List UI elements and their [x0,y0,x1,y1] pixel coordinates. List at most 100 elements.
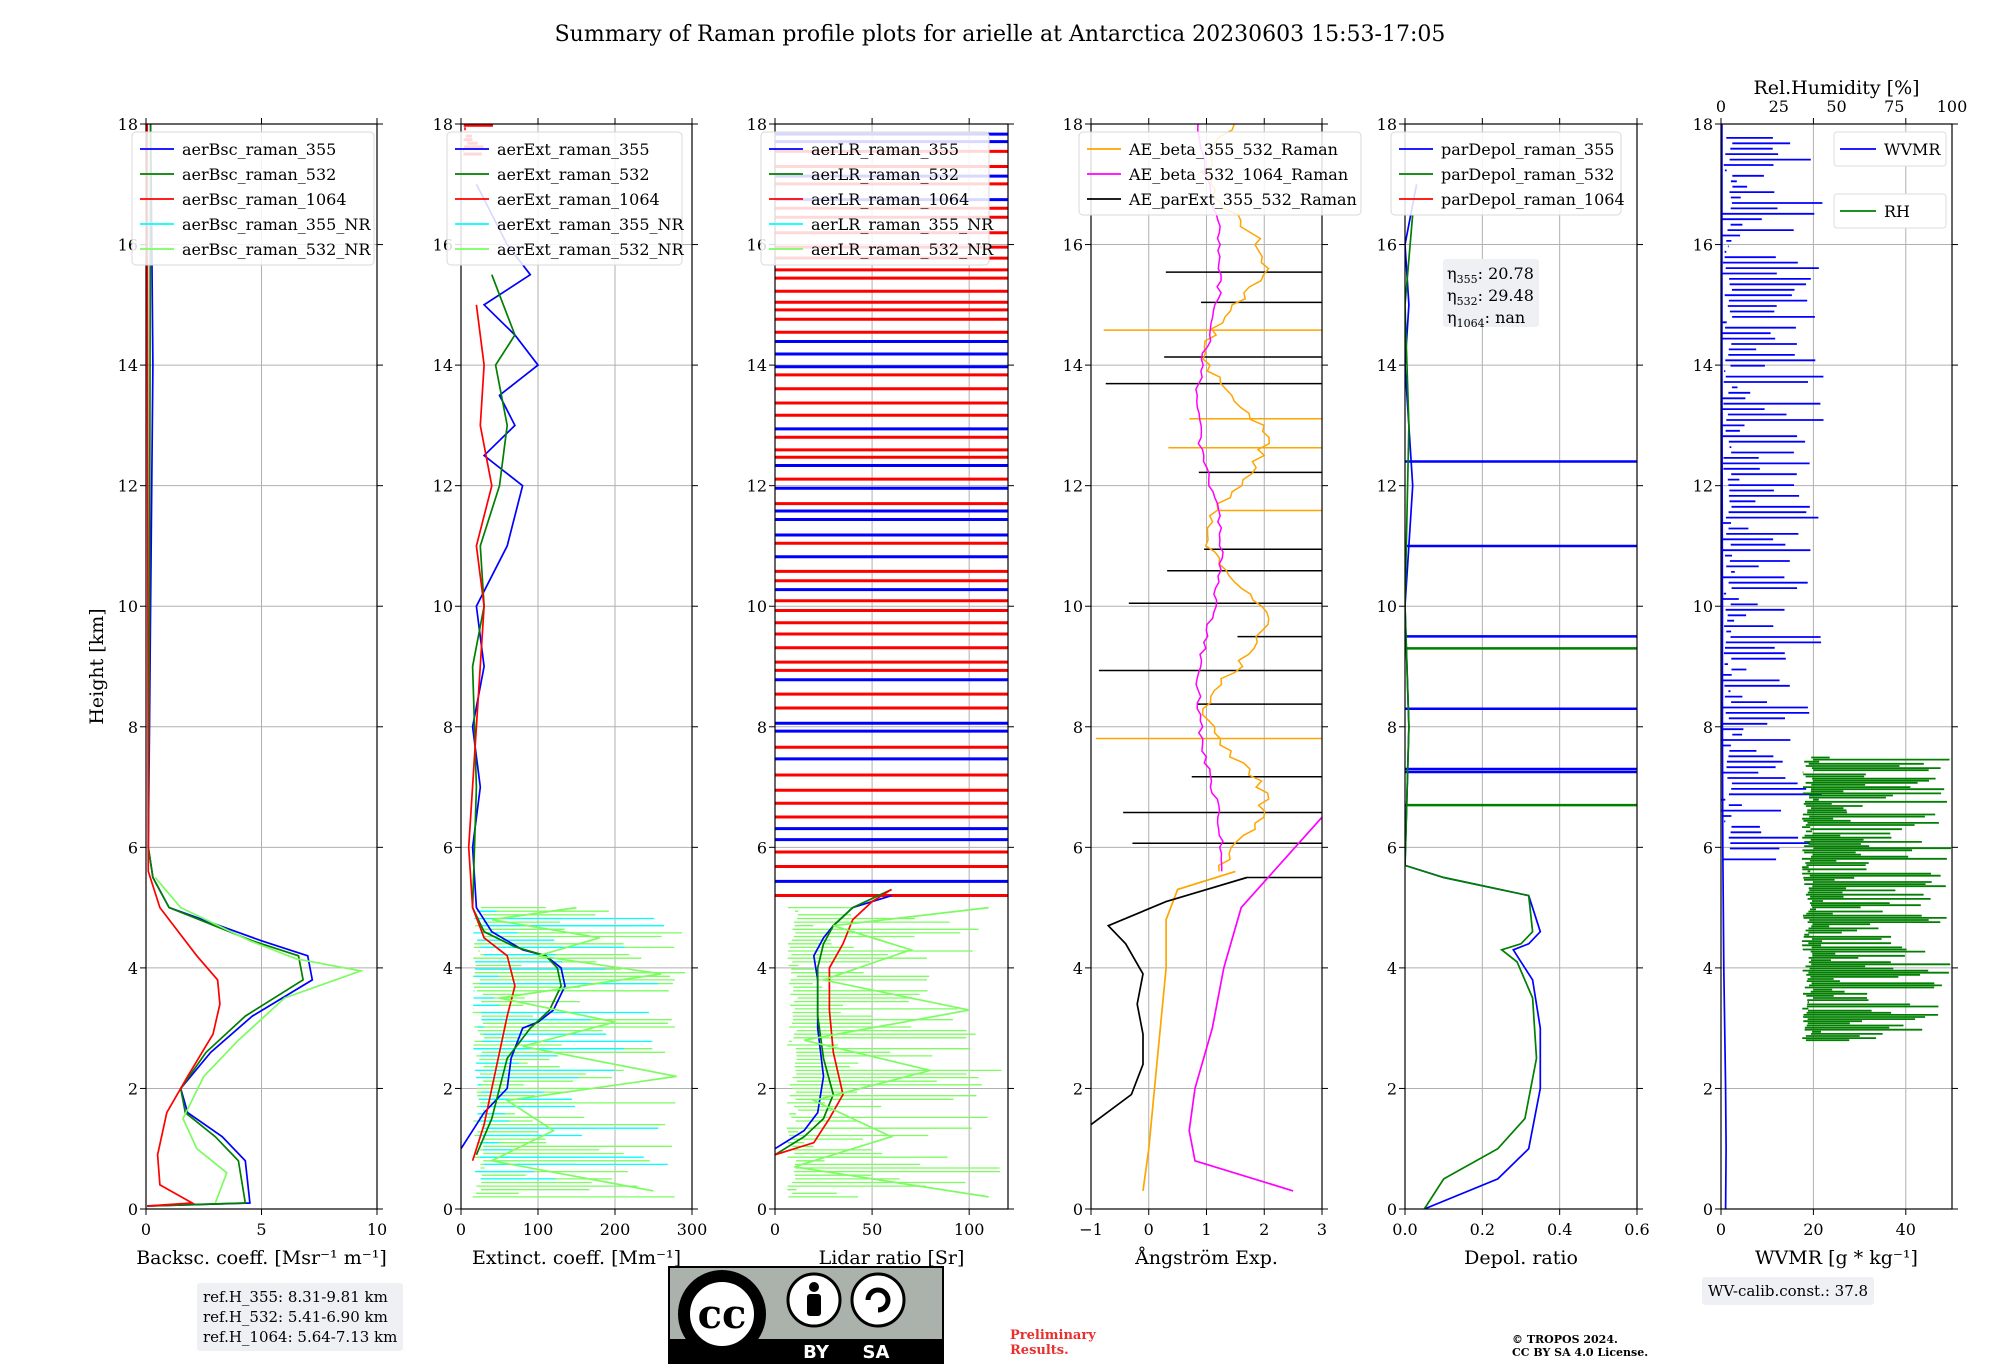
y-axis-label: Height [km] [86,608,108,724]
series-line-1 [147,124,305,1207]
legend-box-rh [1833,193,1947,229]
x-tick-label: 0 [456,1220,466,1239]
y-tick-label: 12 [433,477,453,496]
y-tick-label: 6 [757,838,767,857]
copyright-note: © TROPOS 2024. CC BY SA 4.0 License. [1512,1333,1648,1359]
y-tick-label: 18 [433,115,453,134]
plot-area [1091,124,1322,1192]
x-tick-label: 0.4 [1547,1220,1572,1239]
legend-label: aerLR_raman_355_NR [811,215,994,234]
x-axis-label: Backsc. coeff. [Msr⁻¹ m⁻¹] [136,1247,387,1269]
legend-box [760,131,990,266]
y-tick-label: 10 [1063,597,1083,616]
eta-value: : 29.48 [1478,286,1534,305]
copyright-line-2: CC BY SA 4.0 License. [1512,1346,1649,1359]
series-line-2 [146,124,221,1207]
eta-subscript: 355 [1457,273,1478,286]
y-tick-label: 4 [443,959,453,978]
y-tick-label: 12 [1693,477,1713,496]
noise-trace [472,906,686,1198]
y-tick-label: 6 [443,838,453,857]
y-tick-label: 6 [1387,838,1397,857]
y-tick-label: 14 [118,356,138,375]
x-tick-label: 20 [1803,1220,1823,1239]
eta-value: : nan [1485,308,1526,327]
x-tick-label: 0 [1716,1220,1726,1239]
panel-frame [1404,123,1638,1210]
legend-label: aerBsc_raman_532 [182,165,336,184]
legend-label: aerExt_raman_355 [497,140,650,159]
x-tick-label: −1 [1079,1220,1103,1239]
panel-frame [1720,123,1953,1210]
eta-annotation-box [1443,259,1539,327]
x-tick-label: 3 [1317,1220,1327,1239]
top-tick-label: 50 [1826,97,1846,116]
plot-area [1721,124,1951,1209]
x-tick-label: 300 [677,1220,708,1239]
legend-label: aerExt_raman_1064 [497,190,660,209]
x-tick-label: 0 [770,1220,780,1239]
y-tick-label: 10 [1693,597,1713,616]
legend-label: parDepol_raman_532 [1441,165,1614,184]
y-tick-label: 4 [128,959,138,978]
copyright-line-1: © TROPOS 2024. [1512,1333,1618,1346]
legend-label: aerExt_raman_532 [497,165,650,184]
x-tick-label: 1 [1201,1220,1211,1239]
x-tick-label: 50 [862,1220,882,1239]
y-tick-label: 2 [1703,1079,1713,1098]
x-tick-label: 0.6 [1624,1220,1649,1239]
plot-area [775,132,1008,1198]
y-tick-label: 6 [128,838,138,857]
x-axis-label: Extinct. coeff. [Mm⁻¹] [472,1247,681,1269]
legend-label: aerLR_raman_532 [811,165,959,184]
series-line-1 [1405,214,1538,1209]
y-tick-label: 14 [1693,356,1713,375]
panel-frame [774,123,1009,1210]
noise-trace [1801,756,1951,1042]
y-tick-label: 16 [1377,236,1397,255]
legend-label: aerLR_raman_355 [811,140,959,159]
series-line-1 [1188,816,1322,1192]
figure-title: Summary of Raman profile plots for ariel… [554,22,1446,47]
legend-box [131,131,375,266]
series-line-4 [794,906,989,1198]
y-tick-label: 16 [1063,236,1083,255]
y-tick-label: 10 [1377,597,1397,616]
x-tick-label: 5 [256,1220,266,1239]
y-tick-label: 10 [118,597,138,616]
series-line-1 [775,888,892,1156]
y-tick-label: 14 [1377,356,1397,375]
y-tick-label: 0 [1703,1200,1713,1219]
eta-annotation-row: η355: 20.78 [1447,264,1534,286]
reference-heights-box: ref.H_355: 8.31-9.81 km ref.H_532: 5.41-… [197,1283,404,1351]
y-tick-label: 2 [128,1079,138,1098]
y-tick-label: 6 [1703,838,1713,857]
ref-height-1064: ref.H_1064: 5.64-7.13 km [203,1328,398,1346]
x-tick-label: 100 [954,1220,985,1239]
eta-subscript: 532 [1457,295,1478,308]
y-tick-label: 18 [1377,115,1397,134]
cc-by-sa-logo: cc BY SA [668,1266,944,1364]
share-alike-arrow-icon [865,1287,891,1313]
y-tick-label: 8 [757,718,767,737]
series-line-2 [467,304,516,1162]
legend-label: AE_beta_532_1064_Raman [1128,165,1348,184]
series-line-4 [489,906,677,1192]
person-head-icon [809,1282,819,1292]
top-tick-label: 75 [1884,97,1904,116]
ref-height-355: ref.H_355: 8.31-9.81 km [203,1288,388,1306]
y-tick-label: 4 [1073,959,1083,978]
y-tick-label: 12 [1377,477,1397,496]
y-tick-label: 8 [1703,718,1713,737]
series-line-0 [461,183,566,1150]
badge-by-label: BY [803,1342,830,1363]
top-tick-label: 100 [1937,97,1968,116]
y-tick-label: 2 [1387,1079,1397,1098]
preliminary-line-1: Preliminary [1010,1328,1096,1343]
series-line-0 [1405,184,1542,1209]
x-axis-label: Ångström Exp. [1134,1247,1278,1269]
y-tick-label: 8 [443,718,453,737]
